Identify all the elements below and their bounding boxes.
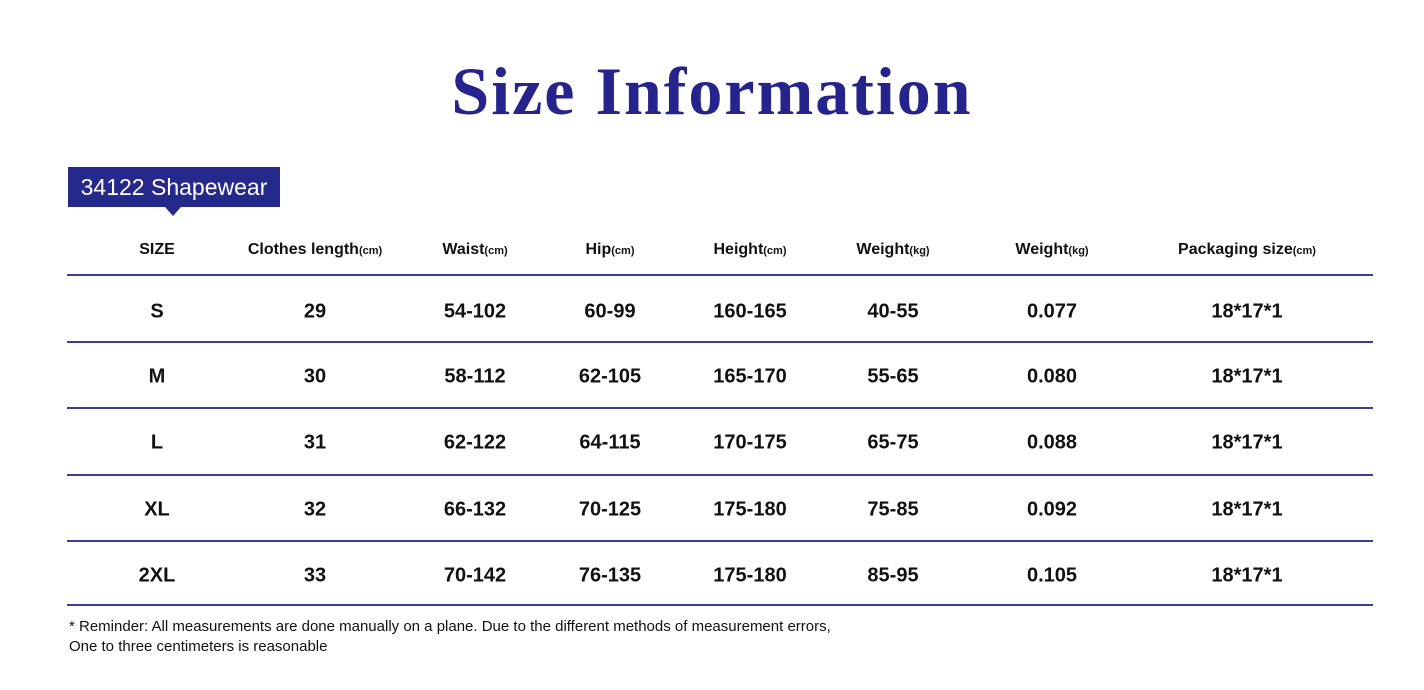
table-cell: XL (144, 498, 170, 521)
table-cell: 0.105 (1026, 564, 1078, 587)
table-cell: 54-102 (443, 300, 507, 323)
table-cell: 32 (303, 498, 327, 521)
column-name: Weight (1015, 241, 1069, 258)
column-unit: (cm) (484, 245, 508, 257)
table-cell: S (150, 300, 164, 323)
column-unit: (kg) (1068, 245, 1089, 257)
table-cell: 0.088 (1026, 431, 1078, 454)
column-unit: (cm) (1292, 245, 1316, 257)
table-cell: 29 (303, 300, 327, 323)
column-name: Waist (442, 241, 485, 258)
table-cell: L (150, 431, 164, 454)
row-divider (67, 474, 1373, 476)
table-cell: 33 (303, 564, 327, 587)
reminder-line: One to three centimeters is reasonable (69, 638, 328, 655)
table-cell: 175-180 (713, 564, 787, 587)
row-divider (67, 274, 1373, 276)
column-header: Hip(cm) (585, 241, 634, 259)
table-cell: 66-132 (443, 498, 507, 521)
table-cell: 18*17*1 (1211, 431, 1283, 454)
table-cell: 165-170 (713, 365, 787, 388)
column-header: Packaging size(cm) (1178, 241, 1316, 259)
column-header: Height(cm) (713, 241, 786, 259)
table-cell: 160-165 (713, 300, 787, 323)
column-header: Waist(cm) (442, 241, 507, 259)
column-unit: (kg) (909, 245, 930, 257)
column-header: Weight(kg) (1015, 241, 1088, 259)
product-tag: 34122 Shapewear (68, 167, 280, 207)
column-header: SIZE (139, 241, 175, 259)
table-cell: 62-122 (443, 431, 507, 454)
row-divider (67, 407, 1373, 409)
table-cell: 0.077 (1026, 300, 1078, 323)
table-cell: 30 (303, 365, 327, 388)
column-name: SIZE (139, 241, 175, 258)
table-cell: 64-115 (579, 431, 641, 454)
table-cell: 0.092 (1026, 498, 1078, 521)
column-name: Hip (585, 241, 612, 258)
table-cell: 55-65 (867, 365, 919, 388)
table-cell: 70-142 (443, 564, 507, 587)
table-cell: 18*17*1 (1211, 300, 1283, 323)
table-cell: 85-95 (867, 564, 919, 587)
table-cell: 170-175 (713, 431, 787, 454)
table-cell: 18*17*1 (1211, 564, 1283, 587)
row-divider (67, 604, 1373, 606)
column-unit: (cm) (358, 245, 383, 257)
table-cell: 65-75 (867, 431, 919, 454)
row-divider (67, 341, 1373, 343)
table-cell: 70-125 (578, 498, 642, 521)
table-cell: 2XL (138, 564, 176, 587)
column-unit: (cm) (611, 245, 635, 257)
column-name: Packaging size (1178, 241, 1293, 258)
page-title: Size Information (451, 53, 973, 129)
table-cell: 175-180 (713, 498, 787, 521)
table-cell: 76-135 (578, 564, 642, 587)
table-cell: 31 (303, 431, 327, 454)
column-header: Weight(kg) (856, 241, 929, 259)
table-cell: 18*17*1 (1211, 498, 1283, 521)
table-cell: 75-85 (867, 498, 919, 521)
reminder-line: * Reminder: All measurements are done ma… (69, 618, 831, 635)
table-cell: 60-99 (584, 300, 636, 323)
column-unit: (cm) (763, 245, 787, 257)
tag-arrow (165, 207, 181, 216)
column-header: Clothes length(cm) (248, 241, 382, 259)
table-cell: 18*17*1 (1211, 365, 1283, 388)
table-cell: M (148, 365, 166, 388)
row-divider (67, 540, 1373, 542)
column-name: Clothes length (247, 241, 359, 258)
column-name: Height (713, 241, 764, 258)
table-cell: 62-105 (578, 365, 642, 388)
table-cell: 58-112 (444, 365, 506, 388)
column-name: Weight (856, 241, 910, 258)
table-cell: 0.080 (1026, 365, 1078, 388)
table-cell: 40-55 (867, 300, 919, 323)
